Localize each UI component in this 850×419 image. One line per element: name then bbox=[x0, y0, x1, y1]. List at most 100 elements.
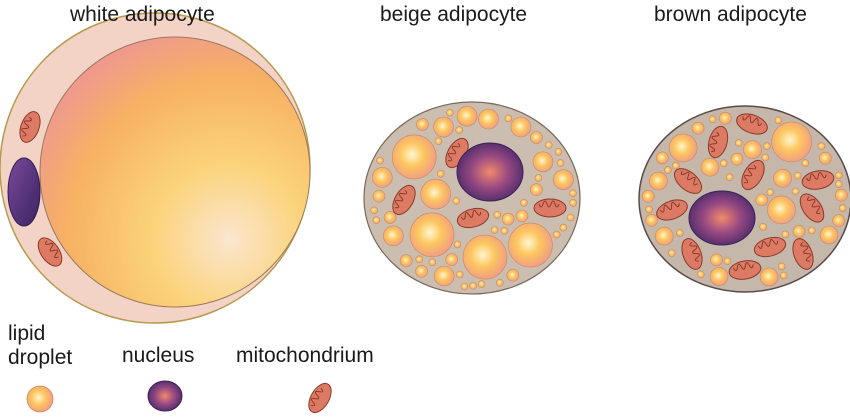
lipid-droplet bbox=[399, 254, 413, 268]
lipid-droplet bbox=[428, 258, 437, 267]
lipid-droplet bbox=[493, 211, 502, 219]
lipid-droplet bbox=[434, 137, 443, 145]
lipid-droplet bbox=[477, 280, 486, 288]
lipid-droplet bbox=[452, 197, 461, 205]
lipid-droplet bbox=[530, 183, 543, 196]
lipid-droplet bbox=[779, 271, 788, 280]
lipid-droplet bbox=[372, 189, 386, 203]
legend-mitochondrion-label: mitochondrium bbox=[236, 344, 374, 367]
lipid-droplet bbox=[415, 255, 424, 264]
lipid-droplet bbox=[462, 234, 508, 280]
lipid-droplet bbox=[766, 188, 775, 197]
lipid-droplet bbox=[455, 126, 464, 134]
legend-lipid-droplet-icon bbox=[26, 385, 54, 413]
lipid-droplet bbox=[761, 153, 770, 162]
lipid-droplet bbox=[655, 151, 669, 165]
lipid-droplet bbox=[383, 211, 397, 224]
lipid-droplet bbox=[569, 189, 577, 197]
lipid-droplet bbox=[791, 187, 800, 196]
lipid-droplet bbox=[415, 264, 428, 278]
lipid-droplet bbox=[372, 216, 381, 224]
lipid-droplet bbox=[495, 278, 504, 287]
lipid-droplet bbox=[478, 108, 499, 130]
lipid-droplet bbox=[645, 205, 653, 214]
lipid-droplet bbox=[763, 142, 771, 150]
lipid-droplet bbox=[771, 121, 813, 163]
lipid-droplet bbox=[383, 225, 404, 247]
lipid-droplet bbox=[818, 151, 832, 165]
beige-adipocyte bbox=[363, 101, 581, 295]
lipid-droplet bbox=[433, 265, 455, 287]
lipid-droplet bbox=[723, 257, 732, 266]
lipid-droplet bbox=[807, 226, 816, 235]
lipid-droplet bbox=[773, 169, 792, 188]
brown-nucleus bbox=[688, 190, 756, 246]
lipid-droplet bbox=[532, 151, 554, 173]
lipid-droplet bbox=[759, 267, 779, 287]
beige-nucleus bbox=[456, 142, 524, 202]
lipid-droplet bbox=[566, 213, 575, 222]
lipid-droplet bbox=[520, 199, 528, 207]
lipid-droplet bbox=[501, 212, 515, 226]
lipid-droplet bbox=[696, 270, 705, 279]
lipid-droplet bbox=[709, 267, 729, 286]
lipid-droplet bbox=[490, 226, 499, 234]
lipid-droplet bbox=[834, 180, 843, 188]
lipid-droplet bbox=[391, 134, 437, 180]
lipid-droplet bbox=[433, 116, 454, 138]
lipid-droplet bbox=[667, 249, 676, 257]
lipid-droplet bbox=[552, 230, 561, 239]
lipid-droplet bbox=[554, 148, 563, 156]
lipid-droplet bbox=[710, 253, 723, 267]
lipid-droplet bbox=[719, 159, 728, 168]
legend-lipid-line1: lipid bbox=[8, 322, 46, 345]
lipid-droplet bbox=[445, 253, 459, 266]
lipid-droplet bbox=[506, 268, 520, 282]
lipid-droplet bbox=[832, 214, 846, 227]
legend-lipid-line2: droplet bbox=[8, 346, 73, 370]
lipid-droplet bbox=[774, 116, 783, 125]
lipid-droplet bbox=[819, 225, 839, 245]
lipid-droplet bbox=[409, 212, 455, 258]
brown-adipocyte-title: brown adipocyte bbox=[654, 3, 807, 26]
lipid-droplet bbox=[534, 174, 543, 182]
lipid-droplet bbox=[817, 142, 826, 150]
lipid-droplet bbox=[777, 262, 786, 271]
white-adipocyte-title: white adipocyte bbox=[70, 3, 215, 26]
legend-nucleus-label: nucleus bbox=[122, 344, 195, 367]
lipid-droplet bbox=[515, 209, 529, 223]
lipid-droplet bbox=[416, 118, 429, 131]
lipid-droplet bbox=[838, 204, 847, 212]
lipid-droplet bbox=[460, 282, 469, 291]
lipid-droplet bbox=[510, 116, 532, 138]
brown-lipid-droplets bbox=[641, 112, 848, 287]
white-lipid-droplet bbox=[39, 36, 311, 308]
beige-lipid-droplets bbox=[370, 105, 577, 291]
lipid-droplet bbox=[420, 178, 452, 210]
lipid-droplet bbox=[743, 140, 762, 159]
lipid-droplet bbox=[671, 161, 680, 170]
lipid-droplet bbox=[767, 195, 796, 225]
white-nucleus bbox=[7, 157, 41, 227]
lipid-droplet bbox=[835, 188, 848, 202]
legend-nucleus-icon bbox=[147, 380, 183, 412]
lipid-droplet bbox=[456, 105, 478, 127]
lipid-droplet bbox=[544, 141, 553, 149]
lipid-droplet bbox=[792, 225, 806, 238]
lipid-droplet bbox=[691, 121, 705, 135]
lipid-droplet bbox=[675, 229, 684, 237]
lipid-droplet bbox=[668, 133, 698, 163]
lipid-droplet bbox=[755, 193, 769, 207]
lipid-droplet bbox=[370, 206, 378, 215]
lipid-droplet bbox=[654, 226, 674, 246]
lipid-droplet bbox=[649, 171, 668, 191]
lipid-droplet bbox=[708, 115, 717, 124]
beige-mitochondrion bbox=[533, 198, 567, 218]
lipid-droplet bbox=[559, 223, 568, 232]
lipid-droplet bbox=[455, 270, 464, 279]
lipid-droplet bbox=[376, 156, 384, 165]
lipid-droplet bbox=[508, 222, 553, 268]
lipid-droplet bbox=[556, 159, 565, 167]
lipid-droplet bbox=[530, 131, 543, 144]
